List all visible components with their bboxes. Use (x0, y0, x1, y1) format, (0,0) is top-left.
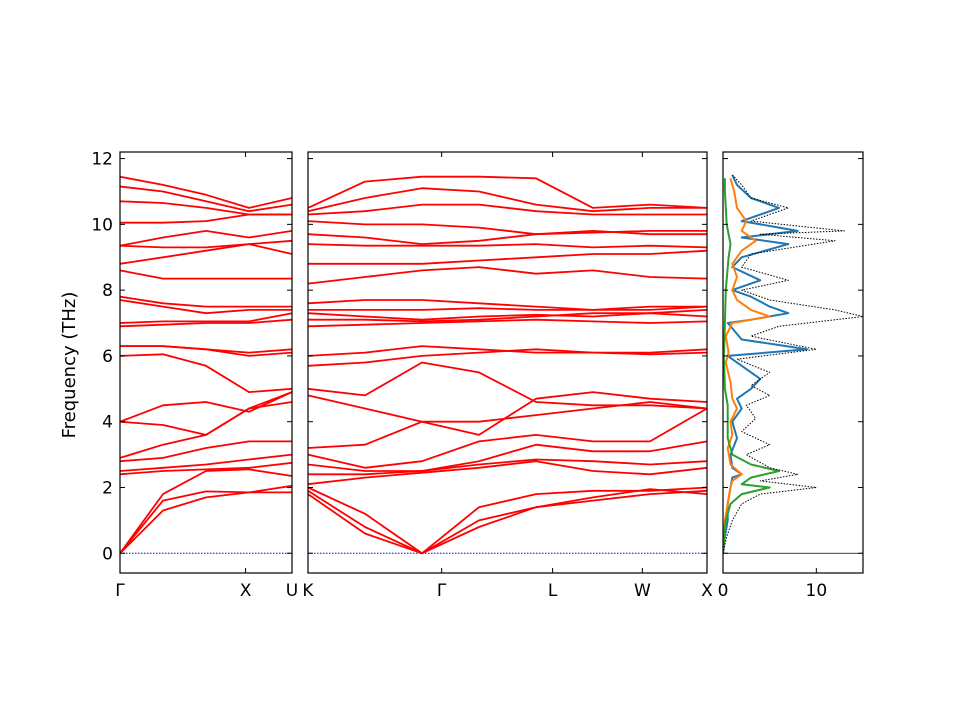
dos-curves (723, 174, 863, 554)
phonon-band-1-16 (307, 299, 707, 311)
phonon-band-1-15 (308, 305, 708, 311)
phonon-band-1-4 (308, 458, 708, 476)
y-tick-label: 0 (102, 544, 113, 564)
y-tick-label: 8 (102, 281, 113, 301)
phonon-band-0-5 (119, 440, 292, 463)
phonon-band-1-19 (307, 243, 708, 249)
phonon-band-0-6 (119, 401, 293, 459)
x-tick-label: W (634, 581, 651, 601)
dos-series-0 (723, 174, 808, 554)
phonon-band-0-22 (119, 185, 293, 213)
phonon-band-0-7 (119, 391, 293, 436)
y-tick-label: 2 (102, 478, 113, 498)
x-tick-label: U (286, 581, 298, 601)
phonon-band-1-23 (307, 187, 707, 213)
phonon-band-0-17 (119, 243, 293, 265)
data-layer (119, 174, 863, 555)
dos-x-tick-label: 10 (806, 581, 828, 601)
phonon-band-1-3 (307, 460, 708, 486)
phonon-band-0-3 (119, 461, 293, 476)
phonon-band-0-12 (119, 318, 293, 328)
dos-frame (722, 151, 864, 574)
dos-series-1 (723, 178, 771, 554)
x-tick-label: X (240, 581, 252, 601)
dos-x-tick-label: 0 (718, 581, 729, 601)
phonon-band-1-8 (307, 391, 708, 436)
phonon-band-1-2 (307, 486, 708, 555)
phonon-band-0-13 (119, 312, 293, 324)
dos-series-2 (723, 178, 780, 554)
y-tick-label: 6 (102, 347, 113, 367)
y-tick-label: 12 (91, 150, 113, 170)
phonon-band-1-1 (307, 488, 708, 555)
phonon-band-1-17 (307, 266, 708, 285)
phonon-band-1-18 (308, 249, 708, 265)
phonon-band-0-8 (119, 391, 293, 423)
x-tick-label: K (302, 581, 314, 601)
y-tick-label: 4 (102, 413, 113, 433)
phonon-band-1-0 (307, 489, 708, 555)
phonon-band-0-4 (119, 453, 293, 472)
x-tick-label: Γ (115, 581, 125, 601)
phonon-band-0-1 (119, 484, 293, 554)
phonon-band-1-14 (307, 309, 708, 321)
phonon-band-1-12 (307, 318, 708, 328)
phonon-band-1-11 (307, 345, 708, 357)
phonon-band-0-2 (119, 468, 293, 554)
phonon-band-0-18 (119, 239, 293, 249)
phonon-band-0-20 (120, 213, 292, 224)
phonon-band-1-20 (307, 230, 707, 245)
x-tick-label: Γ (437, 581, 447, 601)
phonon-band-0-21 (119, 200, 292, 216)
panel-frame-0 (119, 151, 293, 574)
phonon-band-0-16 (119, 269, 292, 280)
phonon-band-0-15 (119, 295, 292, 308)
panel-frame-1 (307, 151, 708, 574)
y-tick-label: 10 (91, 215, 113, 235)
phonon-band-1-9 (307, 361, 708, 410)
phonon-band-0-23 (119, 175, 293, 209)
phonon-band-0-0 (119, 491, 292, 554)
x-tick-label: X (701, 581, 713, 601)
dos-series-3 (723, 174, 863, 554)
phonon-band-0-9 (119, 353, 293, 393)
phonon-band-0-11 (120, 345, 293, 354)
phonon-band-1-5 (307, 440, 708, 472)
x-tick-label: L (548, 581, 558, 601)
phonon-band-0-14 (119, 299, 292, 315)
phonon-band-1-22 (307, 203, 707, 216)
phonon-band-0-19 (119, 230, 293, 247)
phonon-band-1-21 (307, 220, 707, 236)
phonon-band-1-7 (307, 401, 708, 449)
phonon-band-1-6 (307, 407, 708, 469)
phonon-band-1-24 (307, 175, 708, 209)
y-axis-label: Frequency (THz) (59, 292, 80, 439)
